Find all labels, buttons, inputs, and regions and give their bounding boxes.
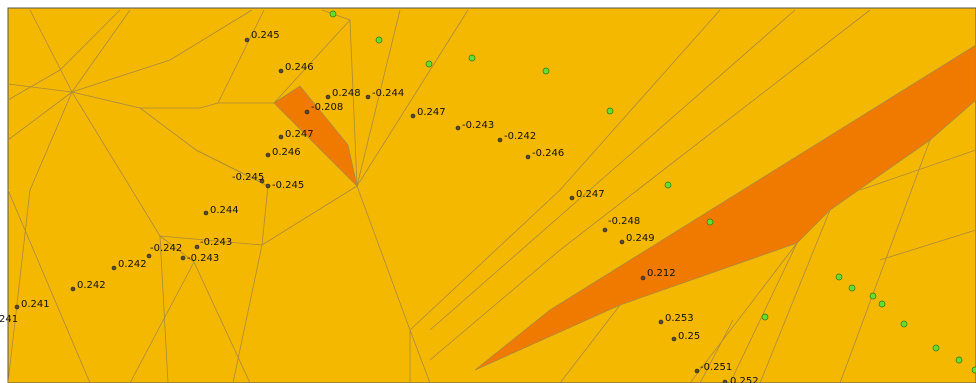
- point: [203, 210, 209, 216]
- region-polygon: [273, 85, 358, 188]
- point-label: -0.208: [311, 102, 343, 113]
- point-label: -0.243: [462, 120, 494, 131]
- point-label: 0.241: [21, 299, 50, 310]
- point: [325, 94, 331, 100]
- point-labels: 0.245 0.246 0.248 -0.244 -0.208 0.247 -0.243 -0…: [0, 30, 759, 383]
- point-label: -0.251: [700, 362, 732, 373]
- point: [497, 137, 503, 143]
- point-label: 0.249: [626, 233, 655, 244]
- point-label: 0.242: [118, 259, 147, 270]
- point-label: 0.247: [576, 189, 605, 200]
- point-label: 0.244: [210, 205, 239, 216]
- point-label: 0.247: [417, 107, 446, 118]
- point: [278, 68, 284, 74]
- point: [455, 125, 461, 131]
- point: [722, 379, 728, 383]
- point: [111, 265, 117, 271]
- point: [180, 255, 186, 261]
- point-label: -0.248: [608, 216, 640, 227]
- point: [525, 154, 531, 160]
- point: [259, 178, 265, 184]
- point-label: 0.242: [77, 280, 106, 291]
- point-label: -0.244: [372, 88, 404, 99]
- point: [671, 336, 677, 342]
- point: [658, 319, 664, 325]
- point-label: -0.242: [504, 131, 536, 142]
- point-label: 0.253: [665, 313, 694, 324]
- point: [619, 239, 625, 245]
- green-points: [329, 10, 976, 374]
- point-label: 0.246: [272, 147, 301, 158]
- point-label: 0.25: [678, 331, 700, 342]
- point: [70, 286, 76, 292]
- point: [265, 183, 271, 189]
- point-label: -0.242: [150, 243, 182, 254]
- point-label: -0.245: [272, 180, 304, 191]
- point: [569, 195, 575, 201]
- point-label: 0.248: [332, 88, 361, 99]
- cell-edges: [7, 9, 976, 383]
- point: [410, 113, 416, 119]
- point: [194, 244, 200, 250]
- point: [602, 227, 608, 233]
- point: [365, 94, 371, 100]
- point: [304, 109, 310, 115]
- point-label: -0.245: [232, 172, 264, 183]
- point: [265, 152, 271, 158]
- point-label: 241: [0, 314, 18, 325]
- point-label: 0.252: [730, 376, 759, 383]
- point-label: -0.243: [200, 237, 232, 248]
- point-label: -0.246: [532, 148, 564, 159]
- point: [14, 304, 20, 310]
- point-label: 0.247: [285, 129, 314, 140]
- point-label: 0.245: [251, 30, 280, 41]
- point: [244, 37, 250, 43]
- point: [694, 368, 700, 374]
- region-polygon: [474, 44, 976, 371]
- point-label: 0.246: [285, 62, 314, 73]
- point-label: -0.243: [187, 253, 219, 264]
- point: [640, 275, 646, 281]
- point: [146, 253, 152, 259]
- point: [278, 134, 284, 140]
- point-label: 0.212: [647, 268, 676, 279]
